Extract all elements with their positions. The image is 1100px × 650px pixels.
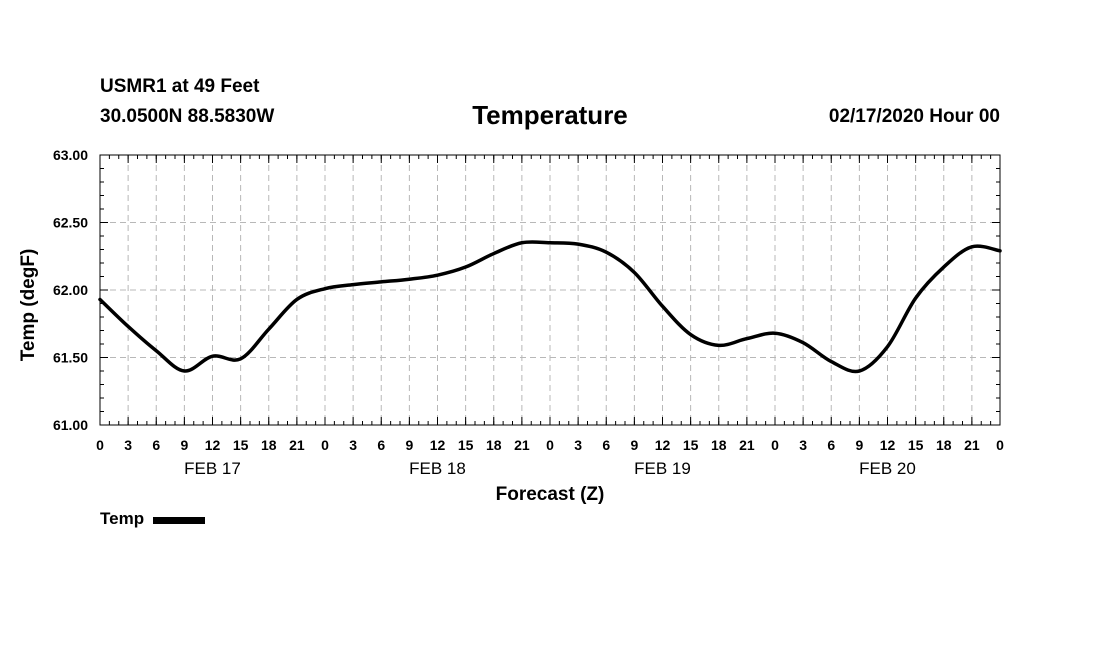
y-tick-label: 61.50: [53, 350, 88, 366]
legend-line-swatch: [153, 517, 206, 524]
legend: Temp: [100, 509, 206, 529]
x-tick-label: 12: [430, 437, 446, 453]
x-tick-label: 15: [233, 437, 249, 453]
x-tick-label: 0: [546, 437, 554, 453]
data-point-temp: [211, 355, 214, 358]
x-tick-label: 21: [739, 437, 755, 453]
chart-title: Temperature: [472, 100, 628, 130]
x-tick-label: 18: [936, 437, 952, 453]
day-label: FEB 19: [634, 459, 691, 478]
series-line-temp: [98, 240, 1002, 374]
data-point-temp: [633, 271, 636, 274]
day-label: FEB 17: [184, 459, 241, 478]
data-point-temp: [267, 328, 270, 331]
x-tick-label: 9: [180, 437, 188, 453]
data-point-temp: [774, 332, 777, 335]
data-point-temp: [858, 370, 861, 373]
x-tick-label: 3: [124, 437, 132, 453]
data-point-temp: [605, 251, 608, 254]
data-point-temp: [689, 333, 692, 336]
data-point-temp: [295, 298, 298, 301]
x-tick-label: 9: [855, 437, 863, 453]
x-tick-label: 6: [152, 437, 160, 453]
data-point-temp: [942, 266, 945, 269]
x-tick-label: 3: [349, 437, 357, 453]
coordinates-label: 30.0500N 88.5830W: [100, 106, 275, 127]
data-point-temp: [970, 245, 973, 248]
data-point-temp: [886, 345, 889, 348]
data-point-temp: [239, 357, 242, 360]
y-tick-label: 61.00: [53, 417, 88, 433]
x-tick-label: 9: [405, 437, 413, 453]
data-point-temp: [380, 280, 383, 283]
x-tick-label: 15: [908, 437, 924, 453]
data-point-temp: [183, 370, 186, 373]
legend-label: Temp: [100, 509, 145, 528]
data-point-temp: [99, 298, 102, 301]
data-point-temp: [352, 283, 355, 286]
x-tick-label: 0: [96, 437, 104, 453]
data-point-temp: [520, 241, 523, 244]
y-axis-label: Temp (degF): [18, 249, 39, 362]
day-label: FEB 20: [859, 459, 916, 478]
data-point-temp: [492, 252, 495, 255]
x-tick-label: 3: [799, 437, 807, 453]
x-tick-label: 18: [261, 437, 277, 453]
data-point-temp: [745, 337, 748, 340]
x-tick-label: 12: [655, 437, 671, 453]
x-tick-label: 18: [711, 437, 727, 453]
data-point-temp: [717, 344, 720, 347]
data-point-temp: [661, 305, 664, 308]
x-tick-label: 15: [683, 437, 699, 453]
data-point-temp: [408, 278, 411, 281]
x-tick-label: 0: [996, 437, 1004, 453]
x-tick-label: 6: [602, 437, 610, 453]
data-point-temp: [577, 243, 580, 246]
x-tick-label: 21: [514, 437, 530, 453]
x-tick-label: 6: [827, 437, 835, 453]
x-tick-label: 21: [964, 437, 980, 453]
data-point-temp: [127, 325, 130, 328]
y-tick-label: 62.50: [53, 215, 88, 231]
x-tick-label: 18: [486, 437, 502, 453]
x-tick-label: 21: [289, 437, 305, 453]
x-tick-label: 0: [771, 437, 779, 453]
data-point-temp: [324, 287, 327, 290]
x-tick-label: 15: [458, 437, 474, 453]
x-tick-label: 6: [377, 437, 385, 453]
x-tick-label: 12: [880, 437, 896, 453]
data-point-temp: [830, 360, 833, 363]
data-point-temp: [999, 249, 1002, 252]
x-tick-label: 12: [205, 437, 221, 453]
data-point-temp: [436, 274, 439, 277]
x-tick-label: 9: [630, 437, 638, 453]
data-point-temp: [802, 341, 805, 344]
data-point-temp: [549, 241, 552, 244]
data-point-temp: [464, 266, 467, 269]
data-point-temp: [914, 297, 917, 300]
day-label: FEB 18: [409, 459, 466, 478]
y-tick-label: 63.00: [53, 147, 88, 163]
data-point-temp: [155, 349, 158, 352]
station-label: USMR1 at 49 Feet: [100, 76, 260, 97]
forecast-datetime: 02/17/2020 Hour 00: [828, 106, 1000, 127]
y-tick-label: 62.00: [53, 282, 88, 298]
x-tick-label: 0: [321, 437, 329, 453]
x-tick-label: 3: [574, 437, 582, 453]
x-axis-label: Forecast (Z): [496, 484, 605, 505]
